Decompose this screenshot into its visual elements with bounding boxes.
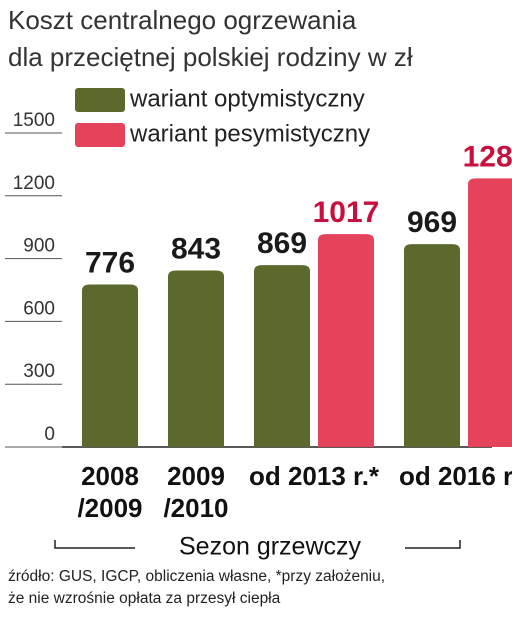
x-tick-label: 2008 /2009 xyxy=(77,461,143,523)
bar xyxy=(404,244,460,447)
chart-title: Koszt centralnego ogrzewania dla przecię… xyxy=(8,5,413,72)
y-tick-label: 900 xyxy=(23,236,55,257)
legend-label: wariant optymistyczny xyxy=(129,85,365,112)
legend-swatch xyxy=(75,123,125,147)
bar xyxy=(254,265,310,447)
y-tick-label: 0 xyxy=(44,424,55,445)
value-label: 869 xyxy=(257,227,307,260)
value-label: 1017 xyxy=(313,196,380,229)
x-axis-label: Sezon grzewczy xyxy=(179,533,362,561)
y-tick-label: 300 xyxy=(23,361,55,382)
x-tick-label: od 2016 r.* xyxy=(398,461,512,491)
value-label: 1283 xyxy=(463,140,512,173)
bracket xyxy=(54,540,461,549)
y-tick-label: 1500 xyxy=(13,110,55,131)
bar xyxy=(318,234,374,447)
bar xyxy=(168,270,224,447)
legend-swatch xyxy=(75,88,125,112)
value-label: 969 xyxy=(407,206,457,239)
value-label: 776 xyxy=(85,246,135,279)
y-tick-label: 1200 xyxy=(13,173,55,194)
source-note: źródło: GUS, IGCP, obliczenia własne, *p… xyxy=(8,568,386,607)
x-tick-label: od 2013 r.* xyxy=(248,461,380,491)
bar xyxy=(82,284,138,447)
bar xyxy=(468,178,512,447)
legend-label: wariant pesymistyczny xyxy=(129,120,370,147)
y-tick-label: 600 xyxy=(23,298,55,319)
x-tick-label: 2009 /2010 xyxy=(163,461,229,523)
value-label: 843 xyxy=(171,232,221,265)
